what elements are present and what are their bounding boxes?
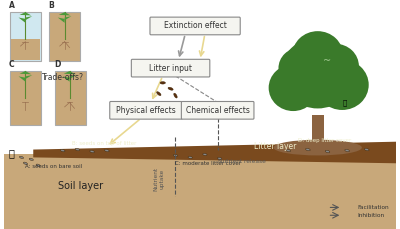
Ellipse shape: [345, 149, 350, 152]
Polygon shape: [64, 71, 76, 74]
FancyBboxPatch shape: [110, 101, 182, 119]
Ellipse shape: [188, 156, 192, 158]
Polygon shape: [33, 142, 396, 163]
Text: Litter input: Litter input: [149, 64, 192, 73]
Polygon shape: [63, 76, 70, 82]
Bar: [50, 34, 79, 60]
Polygon shape: [70, 75, 76, 79]
Text: D: D: [54, 60, 60, 69]
Polygon shape: [20, 12, 31, 15]
FancyBboxPatch shape: [181, 101, 254, 119]
Text: B: B: [48, 1, 54, 10]
Polygon shape: [18, 18, 26, 23]
Ellipse shape: [20, 156, 24, 158]
Bar: [10, 71, 41, 125]
Ellipse shape: [29, 158, 33, 161]
Polygon shape: [18, 76, 26, 82]
Text: Inhibition: Inhibition: [357, 213, 384, 218]
Ellipse shape: [306, 148, 310, 151]
Ellipse shape: [104, 149, 109, 152]
Text: Chemical effects: Chemical effects: [186, 106, 250, 115]
Ellipse shape: [274, 140, 362, 155]
Ellipse shape: [160, 82, 166, 84]
Ellipse shape: [203, 153, 207, 155]
Bar: [49, 12, 80, 61]
Text: Facilitation: Facilitation: [357, 205, 388, 210]
Ellipse shape: [174, 93, 177, 98]
FancyBboxPatch shape: [150, 17, 240, 35]
Ellipse shape: [269, 64, 318, 111]
Ellipse shape: [156, 92, 161, 96]
Ellipse shape: [173, 154, 178, 156]
Text: A: A: [9, 1, 15, 10]
Polygon shape: [59, 12, 70, 15]
FancyBboxPatch shape: [131, 59, 210, 77]
Text: Extinction effect: Extinction effect: [164, 22, 226, 30]
Bar: [11, 39, 40, 60]
Text: Physical effects: Physical effects: [116, 106, 176, 115]
Bar: [56, 95, 85, 124]
Polygon shape: [26, 16, 32, 20]
Ellipse shape: [90, 150, 94, 153]
Ellipse shape: [75, 148, 80, 151]
Ellipse shape: [312, 44, 359, 89]
Text: Nutrient
uptake: Nutrient uptake: [154, 167, 164, 191]
Text: D: deep litter cover: D: deep litter cover: [298, 138, 351, 143]
Text: B: seeds on top of litter: B: seeds on top of litter: [72, 141, 137, 146]
Ellipse shape: [36, 164, 40, 166]
Polygon shape: [65, 16, 72, 20]
Ellipse shape: [60, 149, 65, 152]
Bar: [312, 115, 324, 150]
Ellipse shape: [364, 148, 369, 151]
Text: C: C: [9, 60, 14, 69]
Ellipse shape: [278, 48, 322, 89]
Polygon shape: [20, 71, 31, 74]
Ellipse shape: [168, 87, 173, 90]
Text: ~: ~: [324, 56, 332, 66]
Text: Trade-offs?: Trade-offs?: [42, 73, 84, 82]
Bar: [4, 154, 396, 229]
Ellipse shape: [280, 38, 355, 109]
Text: 🐦: 🐦: [343, 99, 347, 106]
Ellipse shape: [292, 31, 343, 80]
Ellipse shape: [286, 149, 290, 152]
Polygon shape: [26, 75, 32, 79]
Text: 🐁: 🐁: [9, 148, 15, 158]
Polygon shape: [58, 18, 65, 23]
Bar: [55, 71, 86, 125]
Text: A: seeds on bare soil: A: seeds on bare soil: [26, 164, 82, 169]
Ellipse shape: [325, 150, 330, 153]
Bar: [10, 12, 41, 61]
Text: C: moderate litter cover: C: moderate litter cover: [176, 161, 242, 166]
Bar: [11, 95, 40, 124]
Ellipse shape: [218, 157, 222, 159]
Text: Litter layer: Litter layer: [254, 142, 296, 151]
Ellipse shape: [23, 162, 28, 164]
Ellipse shape: [316, 60, 369, 110]
Text: Soil layer: Soil layer: [58, 181, 103, 191]
Text: Nutrient release: Nutrient release: [218, 159, 266, 164]
